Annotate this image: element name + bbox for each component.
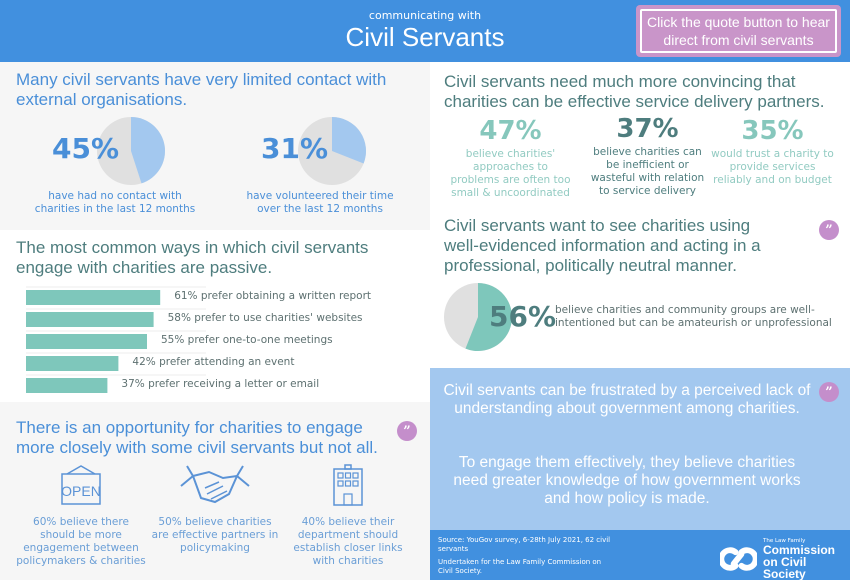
header-subtitle: communicating with [368, 9, 482, 22]
service-stat-text: believe charities' approaches to problem… [450, 148, 571, 199]
quote-hint-box: Click the quote button to hear direct fr… [636, 5, 841, 57]
logo-line-2: on Civil Society [763, 555, 807, 580]
contact-panel: Many civil servants have very limited co… [0, 62, 430, 230]
open-sign-icon: OPEN [61, 465, 101, 505]
stat-volunteered-caption: have volunteered their time over the las… [246, 190, 394, 215]
quote-button-professional[interactable]: ” [819, 220, 839, 240]
engagement-heading: The most common ways in which civil serv… [16, 238, 369, 277]
bar [26, 356, 119, 371]
bar [26, 312, 154, 327]
pie-slice-amateurish [465, 283, 512, 351]
contact-heading: Many civil servants have very limited co… [16, 70, 387, 109]
logo-small-text: The Law Family [763, 538, 806, 544]
opportunity-item-text: 60% believe there should be more engagem… [16, 516, 146, 567]
service-stat-value: 35% [741, 116, 804, 146]
professional-panel: Civil servants want to see charities usi… [430, 210, 850, 368]
opportunity-item: 40% believe their department should esta… [283, 464, 413, 568]
service-stat-value: 37% [616, 114, 679, 144]
opportunity-item: OPEN 60% believe there should be more en… [16, 464, 146, 568]
undertaken-text: Undertaken for the Law Family Commission… [438, 558, 602, 575]
service-stat: 35% would trust a charity to provide ser… [710, 116, 835, 187]
professional-heading: Civil servants want to see charities usi… [444, 216, 761, 275]
header-banner: communicating with Civil Servants Click … [0, 0, 850, 62]
commission-logo: The Law Family Commission on Civil Socie… [720, 538, 850, 580]
bar-label: 42% prefer attending an event [132, 356, 295, 368]
opportunity-item-text: 40% believe their department should esta… [293, 516, 403, 567]
frustration-para-2: To engage them effectively, they believe… [453, 454, 801, 507]
footer: Source: YouGov survey, 6-28th July 2021,… [430, 530, 850, 580]
pie-chart-amateurish [444, 283, 512, 351]
bar [26, 290, 161, 305]
service-stat-text: believe charities can be inefficient or … [590, 146, 705, 197]
opportunity-item-text: 50% believe charities are effective part… [151, 516, 279, 554]
service-stat: 47% believe charities' approaches to pro… [448, 116, 573, 200]
logo-line-1: Commission [763, 543, 836, 557]
service-stat: 37% believe charities can be inefficient… [585, 114, 710, 198]
quote-button-opportunity[interactable]: ” [397, 421, 417, 441]
bar-label: 61% prefer obtaining a written report [174, 290, 372, 302]
bar-label: 55% prefer one-to-one meetings [161, 334, 333, 346]
pie-chart-no-contact [97, 117, 165, 185]
pie-slice-volunteered [332, 117, 366, 164]
pie-slice-no-contact [131, 117, 165, 184]
professional-value: 56% [489, 300, 557, 333]
quote-button-frustration[interactable]: ” [819, 382, 839, 402]
stat-no-contact-caption: have had no contact with charities in th… [34, 190, 196, 215]
frustration-para-1: Civil servants can be frustrated by a pe… [443, 382, 811, 417]
bar [26, 334, 147, 349]
source-text: Source: YouGov survey, 6-28th July 2021,… [438, 536, 611, 553]
service-stat-text: would trust a charity to provide service… [711, 148, 834, 186]
engagement-bar-chart [26, 286, 206, 393]
footer-source: Source: YouGov survey, 6-28th July 2021,… [438, 536, 613, 576]
pie-chart-volunteered [298, 117, 366, 185]
stat-no-contact-value: 45% [52, 132, 120, 165]
building-icon [333, 464, 363, 506]
page-title: Civil Servants [345, 22, 505, 52]
bar-label: 37% prefer receiving a letter or email [121, 378, 320, 390]
opportunity-panel: There is an opportunity for charities to… [0, 402, 430, 580]
opportunity-heading: There is an opportunity for charities to… [16, 418, 378, 457]
frustration-panel: Civil servants can be frustrated by a pe… [430, 368, 850, 530]
handshake-icon [180, 465, 250, 504]
professional-caption: believe charities and community groups a… [555, 304, 832, 329]
service-heading: Civil servants need much more convincing… [444, 72, 825, 111]
service-stat-value: 47% [479, 116, 542, 146]
bar-label: 58% prefer to use charities' websites [167, 312, 363, 324]
stat-volunteered-value: 31% [261, 132, 329, 165]
opportunity-item: 50% believe charities are effective part… [150, 464, 280, 555]
commission-logo-icon [720, 547, 757, 571]
svg-text:OPEN: OPEN [61, 483, 101, 499]
bar [26, 378, 108, 393]
service-delivery-panel: Civil servants need much more convincing… [430, 62, 850, 210]
quote-hint-text: Click the quote button to hear direct fr… [640, 9, 837, 53]
